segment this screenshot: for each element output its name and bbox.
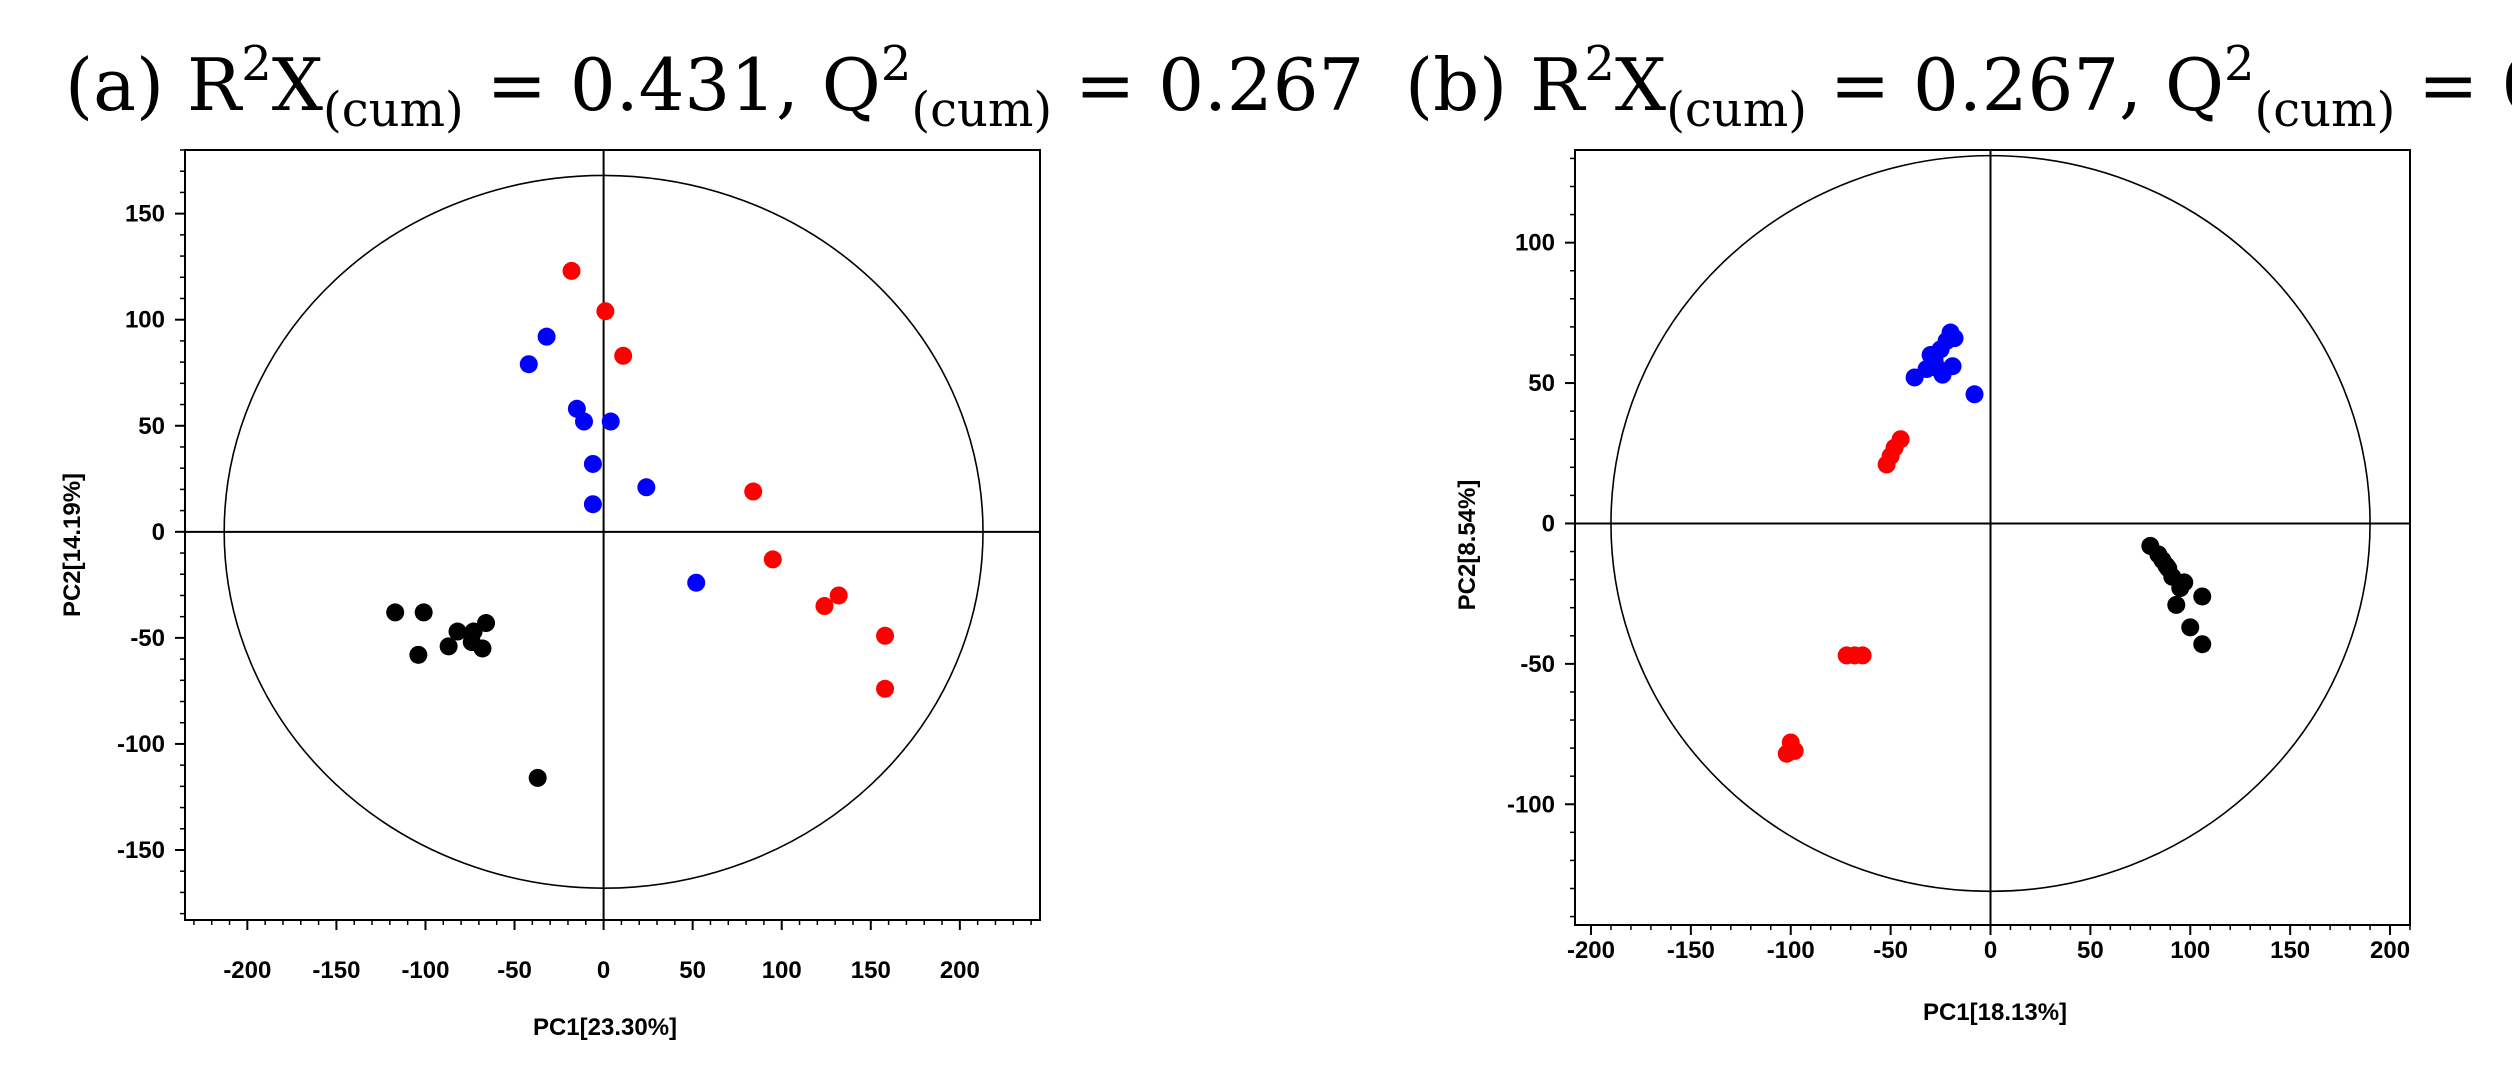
panel-a-xtick-label: 50 xyxy=(679,957,706,984)
panel-b-point-red xyxy=(1777,744,1796,763)
panel-a-point-blue xyxy=(519,355,538,374)
panel-a-point-black xyxy=(477,614,496,633)
panel-a-point-blue xyxy=(583,495,602,514)
panel-b-point-blue xyxy=(1929,360,1948,379)
panel-a-point-black xyxy=(439,637,458,656)
panel-a: (a) R2X(cum) = 0.431, Q2(cum) = 0.267 -2… xyxy=(59,36,1364,1041)
panel-a-point-blue xyxy=(687,573,706,592)
panel-a-xtick-label: -150 xyxy=(312,957,360,984)
panel-b-xtick-label: -100 xyxy=(1767,937,1815,964)
panel-b-plot: -200 -150 -100 -50 0 50 100 150 200 -100 -50 0 50 100 xyxy=(1507,149,2411,964)
panel-a-point-red xyxy=(562,261,581,280)
panel-a-ytick-label: 150 xyxy=(125,201,165,228)
panel-a-point-blue xyxy=(637,478,656,497)
panel-b-hotelling-ellipse xyxy=(1610,154,2371,893)
panel-b-xtick-label: 200 xyxy=(2370,937,2410,964)
panel-a-point-blue xyxy=(583,454,602,473)
panel-b-point-black xyxy=(2193,635,2212,654)
panel-b-point-blue xyxy=(1943,357,1962,376)
panel-a-ytick-label: 50 xyxy=(138,413,165,440)
panel-a-point-blue xyxy=(601,412,620,431)
panel-a-point-red xyxy=(614,346,633,365)
panel-b-ylabel: PC2[8.54%] xyxy=(1454,480,1481,611)
panel-b-ytick-label: -100 xyxy=(1507,791,1555,818)
panel-b-xtick-label: -150 xyxy=(1667,937,1715,964)
panel-a-point-red xyxy=(815,597,834,616)
panel-b-point-red xyxy=(1853,646,1872,665)
panel-a-ytick-label: -150 xyxy=(117,837,165,864)
panel-b-ytick-label: -50 xyxy=(1520,651,1555,678)
panel-b-point-black xyxy=(2159,559,2178,578)
panel-b-point-black xyxy=(2175,573,2194,592)
panel-a-hotelling-ellipse xyxy=(223,174,984,889)
panel-a-point-red xyxy=(596,302,615,321)
panel-a-xlabel: PC1[23.30%] xyxy=(533,1014,677,1041)
panel-a-ytick-label: 0 xyxy=(152,519,165,546)
panel-a-xtick-label: 150 xyxy=(851,957,891,984)
panel-a-ylabel: PC2[14.19%] xyxy=(59,473,86,617)
panel-b-point-red xyxy=(1891,430,1910,449)
panel-a-ytick-label: -100 xyxy=(117,731,165,758)
panel-a-xtick-label: -50 xyxy=(497,957,532,984)
panel-a-plot: -200 -150 -100 -50 0 50 100 150 200 -150 -100 -50 0 5… xyxy=(117,149,1041,984)
panel-b-point-black xyxy=(2167,595,2186,614)
panel-b-xlabel: PC1[18.13%] xyxy=(1923,999,2067,1026)
panel-b-ytick-label: 50 xyxy=(1528,370,1555,397)
panel-a-point-black xyxy=(409,645,428,664)
panel-b-ytick-label: 100 xyxy=(1515,230,1555,257)
panel-b-frame xyxy=(1574,149,2411,926)
panel-a-point-red xyxy=(744,482,763,501)
panel-a-ytick-label: 100 xyxy=(125,307,165,334)
panel-b-xtick-label: 0 xyxy=(1984,937,1997,964)
panel-a-point-black xyxy=(386,603,405,622)
panel-a-point-red xyxy=(876,679,895,698)
panel-a-point-black xyxy=(528,768,547,787)
panel-a-point-blue xyxy=(575,412,593,431)
panel-b-point-black xyxy=(2181,618,2200,637)
panel-a-ytick-label: -50 xyxy=(130,625,165,652)
panel-a-point-red xyxy=(763,550,782,569)
panel-a-xtick-label: 200 xyxy=(940,957,980,984)
panel-a-point-blue xyxy=(537,327,556,346)
panel-b-xtick-label: 100 xyxy=(2170,937,2210,964)
panel-b-xtick-label: -50 xyxy=(1873,937,1908,964)
panel-a-point-black xyxy=(462,633,481,652)
panel-b-ytick-label: 0 xyxy=(1542,510,1555,537)
panel-b-point-blue xyxy=(1921,345,1940,364)
panel-b-xtick-label: 150 xyxy=(2270,937,2310,964)
panel-b: (b) R2X(cum) = 0.267, Q2(cum) = 0.139 -2… xyxy=(1405,36,2512,1026)
panel-a-point-red xyxy=(876,626,895,645)
panel-b-title: (b) R2X(cum) = 0.267, Q2(cum) = 0.139 xyxy=(1405,36,2512,138)
panel-b-xtick-label: 50 xyxy=(2077,937,2104,964)
panel-a-xtick-label: 100 xyxy=(762,957,802,984)
panel-a-title: (a) R2X(cum) = 0.431, Q2(cum) = 0.267 xyxy=(65,36,1364,138)
panel-a-point-black xyxy=(414,603,433,622)
panel-b-point-black xyxy=(2193,587,2212,606)
panel-a-xtick-label: -100 xyxy=(401,957,449,984)
panel-b-point-blue xyxy=(1965,385,1984,404)
panel-b-xtick-label: -200 xyxy=(1567,937,1615,964)
panel-b-point-blue xyxy=(1945,329,1964,348)
panel-a-xtick-label: -200 xyxy=(223,957,271,984)
panel-a-point-red xyxy=(829,586,848,605)
panel-a-point-black xyxy=(448,622,467,641)
panel-a-frame xyxy=(184,149,1041,921)
panel-a-xtick-label: 0 xyxy=(597,957,610,984)
